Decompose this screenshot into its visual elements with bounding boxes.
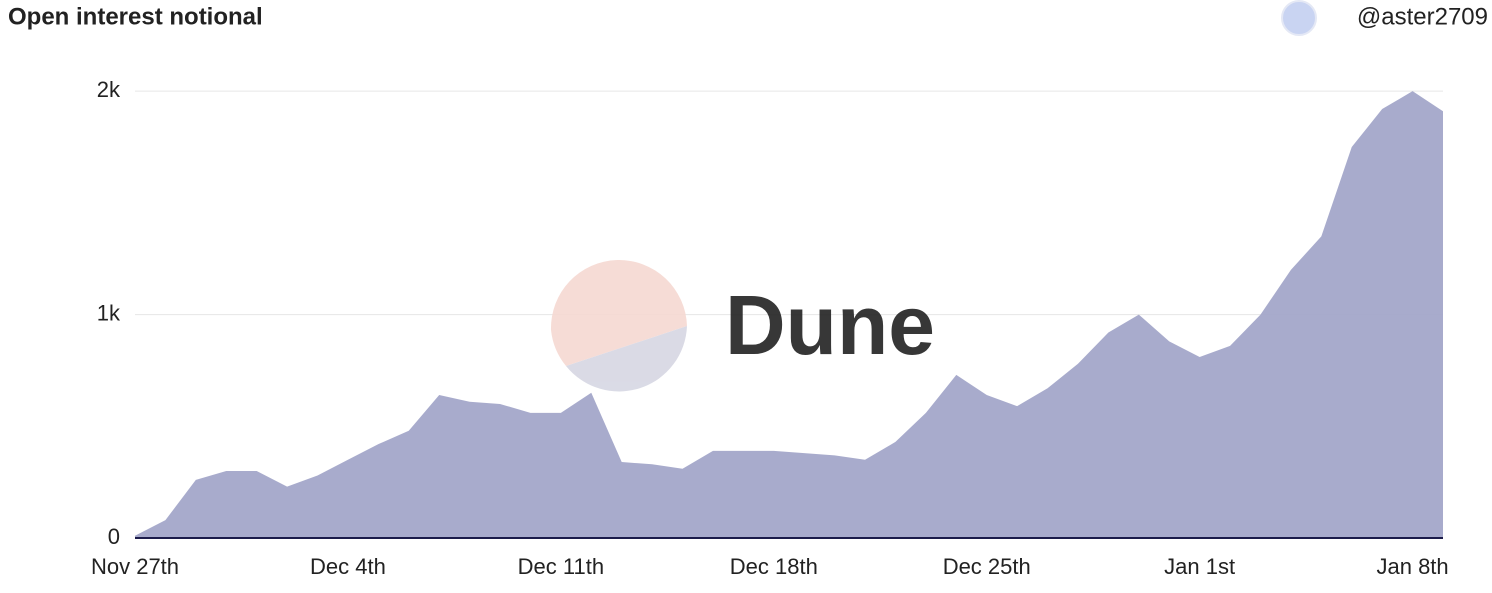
y-tick-label: 2k <box>97 77 121 102</box>
x-tick-label: Dec 4th <box>310 554 386 579</box>
x-tick-label: Dec 11th <box>518 554 604 579</box>
y-tick-label: 0 <box>108 524 120 549</box>
area <box>135 91 1443 539</box>
x-tick-label: Jan 1st <box>1164 554 1235 579</box>
avatar[interactable] <box>1281 0 1317 36</box>
watermark-text: Dune <box>725 278 935 372</box>
x-tick-label: Nov 27th <box>91 554 179 579</box>
watermark-logo-bottom <box>566 326 687 392</box>
x-tick-label: Dec 25th <box>943 554 1031 579</box>
author[interactable]: @aster2709 <box>1357 3 1488 30</box>
watermark-logo-top <box>550 260 687 366</box>
y-tick-label: 1k <box>97 300 121 325</box>
chart-title: Open interest notional <box>8 3 263 30</box>
watermark: Dune <box>550 260 935 392</box>
x-tick-label: Jan 8th <box>1376 554 1448 579</box>
x-tick-label: Dec 18th <box>730 554 818 579</box>
